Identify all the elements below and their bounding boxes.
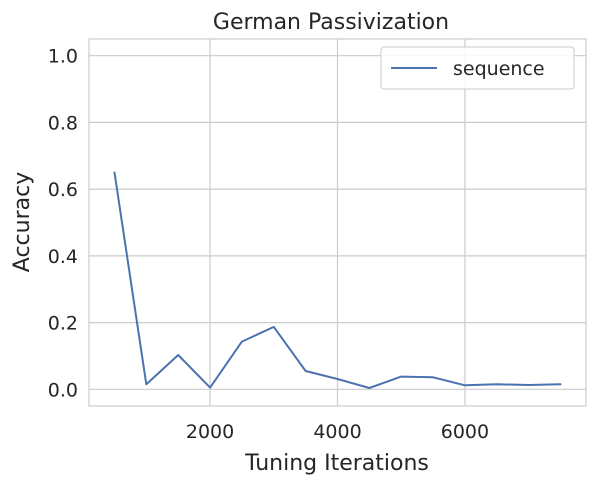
data-point	[432, 376, 434, 378]
legend-box	[380, 46, 575, 90]
y-tick-label: 1.0	[48, 46, 78, 68]
data-point	[273, 326, 275, 328]
x-tick-label: 6000	[441, 421, 489, 443]
x-tick-labels: 2000 4000 6000	[186, 421, 489, 443]
y-tick-label: 0.4	[48, 246, 78, 268]
data-point	[113, 171, 115, 173]
y-tick-label: 0.0	[48, 379, 78, 401]
x-axis-label: Tuning Iterations	[244, 451, 429, 476]
x-tick-label: 2000	[186, 421, 234, 443]
x-tick-label: 4000	[313, 421, 361, 443]
y-tick-label: 0.2	[48, 313, 78, 335]
data-point	[337, 378, 339, 380]
series-line-sequence	[113, 171, 562, 389]
data-point	[177, 354, 179, 356]
legend: sequence	[380, 46, 575, 90]
series-layer	[113, 171, 562, 389]
data-point	[368, 387, 370, 389]
data-point	[528, 384, 530, 386]
y-tick-labels: 0.0 0.2 0.4 0.6 0.8 1.0	[48, 46, 78, 402]
grid	[89, 39, 586, 406]
data-point	[145, 383, 147, 385]
data-point	[209, 387, 211, 389]
plot-frame	[88, 38, 587, 407]
legend-label-sequence: sequence	[453, 58, 545, 80]
chart-title: German Passivization	[213, 10, 449, 35]
data-point	[496, 383, 498, 385]
data-point	[560, 383, 562, 385]
data-point	[305, 370, 307, 372]
y-tick-label: 0.6	[48, 179, 78, 201]
data-point	[464, 384, 466, 386]
y-axis-label: Accuracy	[10, 172, 35, 272]
data-point	[241, 341, 243, 343]
data-point	[400, 376, 402, 378]
y-tick-label: 0.8	[48, 112, 78, 134]
